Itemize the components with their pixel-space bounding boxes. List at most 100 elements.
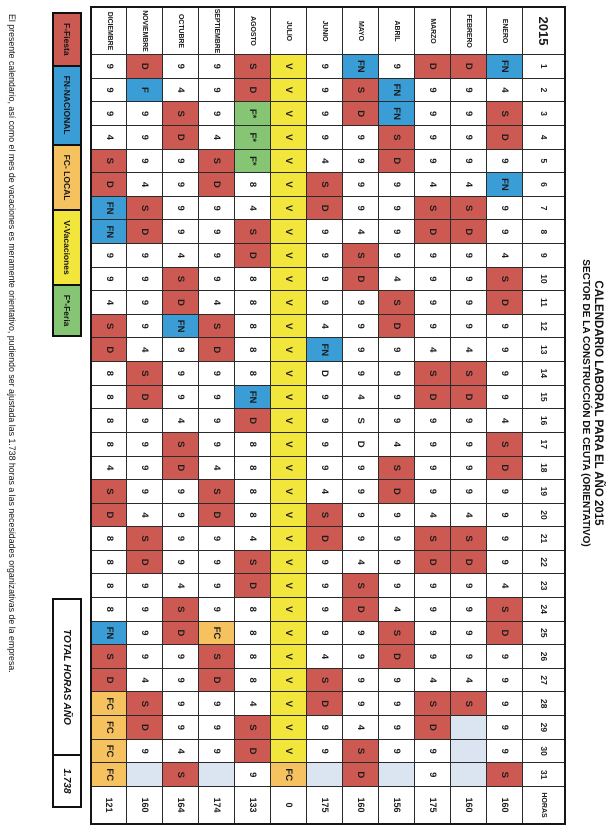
cell-agosto-20: 8 bbox=[235, 503, 271, 527]
day-header-24: 24 bbox=[523, 597, 565, 622]
cell-julio-14: V bbox=[271, 361, 307, 386]
cell-abril-27: 9 bbox=[379, 668, 415, 692]
cell-marzo-14: S bbox=[415, 361, 451, 386]
cell-diciembre-31: FC bbox=[91, 762, 127, 787]
cell-enero-13: 9 bbox=[487, 337, 523, 362]
cell-julio-25: V bbox=[271, 621, 307, 645]
cell-abril-26: D bbox=[379, 644, 415, 669]
cell-abril-13: 9 bbox=[379, 337, 415, 362]
cell-abril-4: S bbox=[379, 125, 415, 150]
cell-junio-4: 9 bbox=[307, 125, 343, 150]
cell-enero-22: 9 bbox=[487, 550, 523, 574]
cell-marzo-8: D bbox=[415, 219, 451, 244]
cell-diciembre-24: 8 bbox=[91, 597, 127, 622]
cell-julio-26: V bbox=[271, 644, 307, 669]
cell-mayo-4: 9 bbox=[343, 125, 379, 150]
cell-septiembre-28: 9 bbox=[199, 691, 235, 716]
cell-diciembre-19: S bbox=[91, 479, 127, 504]
cell-agosto-25: 8 bbox=[235, 621, 271, 645]
cell-octubre-16: 4 bbox=[163, 408, 199, 433]
day-header-14: 14 bbox=[523, 361, 565, 386]
month-row-septiembre: SEPTIEMBRE 9 9 9 4 S D 9 9 9 9 4 S D 9 9 9 9 4 S D 9 9 9 9 FC S D 9 9… bbox=[199, 7, 235, 824]
day-header-31: 31 bbox=[523, 762, 565, 787]
total-agosto: 133 bbox=[235, 786, 271, 824]
cell-enero-27: 9 bbox=[487, 668, 523, 692]
cell-junio-9: 9 bbox=[307, 243, 343, 268]
cell-noviembre-21: S bbox=[127, 526, 163, 551]
cell-noviembre-25: 9 bbox=[127, 621, 163, 645]
cell-junio-21: D bbox=[307, 526, 343, 551]
cell-febrero-20: 4 bbox=[451, 503, 487, 527]
cell-enero-15: 9 bbox=[487, 385, 523, 409]
cell-septiembre-2: 9 bbox=[199, 78, 235, 102]
cell-febrero-11: 9 bbox=[451, 290, 487, 315]
cell-octubre-31: S bbox=[163, 762, 199, 787]
cell-octubre-18: D bbox=[163, 456, 199, 480]
cell-mayo-16: S bbox=[343, 408, 379, 433]
cell-agosto-12: 8 bbox=[235, 314, 271, 338]
cell-enero-7: 9 bbox=[487, 196, 523, 220]
cell-febrero-10: 9 bbox=[451, 267, 487, 291]
cell-febrero-29 bbox=[451, 715, 487, 740]
cell-marzo-3: 9 bbox=[415, 101, 451, 126]
cell-agosto-31: 9 bbox=[235, 762, 271, 787]
cell-marzo-23: 9 bbox=[415, 573, 451, 598]
cell-septiembre-11: 4 bbox=[199, 290, 235, 315]
cell-marzo-20: 4 bbox=[415, 503, 451, 527]
cell-enero-2: 4 bbox=[487, 78, 523, 102]
cell-octubre-7: 9 bbox=[163, 196, 199, 220]
cell-junio-19: 4 bbox=[307, 479, 343, 504]
cell-agosto-27: 8 bbox=[235, 668, 271, 692]
month-row-junio: JUNIO 9 9 9 9 4 S D 9 9 9 9 4 FN D 9 9 9 9 4 S D 9 9 9 9 4 S D 9 9 175 bbox=[307, 7, 343, 824]
cell-diciembre-23: 8 bbox=[91, 573, 127, 598]
cell-octubre-23: 4 bbox=[163, 573, 199, 598]
cell-julio-9: V bbox=[271, 243, 307, 268]
cell-noviembre-22: D bbox=[127, 550, 163, 574]
day-header-30: 30 bbox=[523, 739, 565, 763]
day-header-18: 18 bbox=[523, 456, 565, 480]
cell-noviembre-19: 9 bbox=[127, 479, 163, 504]
cell-abril-20: 9 bbox=[379, 503, 415, 527]
cell-abril-22: 9 bbox=[379, 550, 415, 574]
cell-marzo-12: 9 bbox=[415, 314, 451, 338]
cell-mayo-29: 4 bbox=[343, 715, 379, 740]
cell-septiembre-27: D bbox=[199, 668, 235, 692]
cell-noviembre-9: 9 bbox=[127, 243, 163, 268]
cell-abril-6: 9 bbox=[379, 172, 415, 197]
cell-noviembre-14: S bbox=[127, 361, 163, 386]
cell-noviembre-11: 9 bbox=[127, 290, 163, 315]
cell-mayo-21: 9 bbox=[343, 526, 379, 551]
cell-agosto-15: FN bbox=[235, 385, 271, 409]
cell-octubre-4: D bbox=[163, 125, 199, 150]
cell-abril-23: 9 bbox=[379, 573, 415, 598]
cell-abril-1: 9 bbox=[379, 54, 415, 79]
cell-enero-4: D bbox=[487, 125, 523, 150]
cell-julio-28: V bbox=[271, 691, 307, 716]
cell-enero-17: S bbox=[487, 432, 523, 457]
cell-abril-12: D bbox=[379, 314, 415, 338]
cell-noviembre-2: F bbox=[127, 78, 163, 102]
total-octubre: 164 bbox=[163, 786, 199, 824]
cell-mayo-30: S bbox=[343, 739, 379, 763]
cell-noviembre-5: 9 bbox=[127, 149, 163, 173]
cell-septiembre-31 bbox=[199, 762, 235, 787]
cell-mayo-1: FN bbox=[343, 54, 379, 79]
day-header-11: 11 bbox=[523, 290, 565, 315]
cell-mayo-13: 9 bbox=[343, 337, 379, 362]
cell-noviembre-8: D bbox=[127, 219, 163, 244]
day-header-3: 3 bbox=[523, 101, 565, 126]
month-row-diciembre: DICIEMBRE 9 9 9 4 S D FN FN 9 9 4 S D 8 8 8 8 4 S D 8 8 8 8 FN S D F… bbox=[91, 7, 127, 824]
cell-febrero-1: D bbox=[451, 54, 487, 79]
cell-mayo-5: 9 bbox=[343, 149, 379, 173]
day-header-10: 10 bbox=[523, 267, 565, 291]
total-noviembre: 160 bbox=[127, 786, 163, 824]
cell-enero-9: 4 bbox=[487, 243, 523, 268]
day-header-27: 27 bbox=[523, 668, 565, 692]
day-header-12: 12 bbox=[523, 314, 565, 338]
cell-mayo-25: 9 bbox=[343, 621, 379, 645]
cell-septiembre-6: D bbox=[199, 172, 235, 197]
cell-junio-20: S bbox=[307, 503, 343, 527]
cell-abril-28: 9 bbox=[379, 691, 415, 716]
cell-agosto-30: D bbox=[235, 739, 271, 763]
